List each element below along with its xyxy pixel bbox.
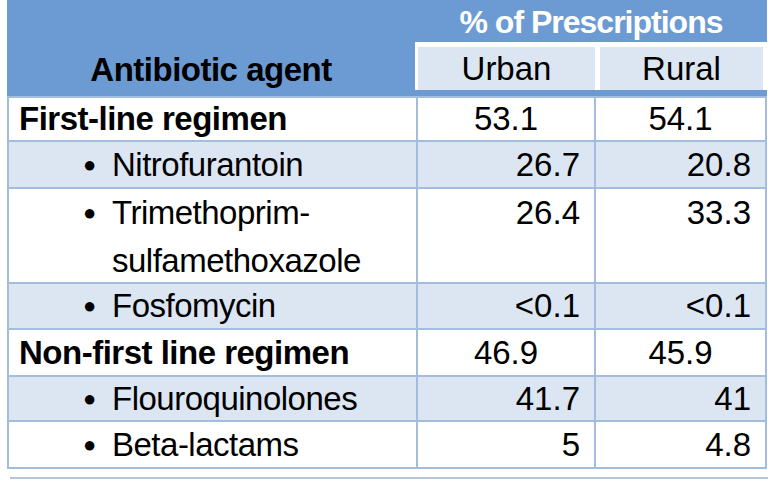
agent-cell: Trimethoprim-sulfamethoxazole bbox=[9, 189, 416, 282]
table-header: % of Prescriptions Antibiotic agent Urba… bbox=[7, 0, 767, 96]
agent-cell: Beta-lactams bbox=[9, 422, 416, 467]
urban-column-header: Urban bbox=[418, 47, 595, 90]
agent-cell: First-line regimen bbox=[9, 98, 416, 140]
agent-cell: Fosfomycin bbox=[9, 284, 416, 328]
rural-cell: <0.1 bbox=[594, 284, 765, 328]
value-column-headers: Urban Rural bbox=[415, 42, 767, 90]
urban-cell: 5 bbox=[416, 422, 594, 467]
table-body: First-line regimen 53.1 54.1 Nitrofurant… bbox=[7, 96, 767, 469]
table-row: Fosfomycin <0.1 <0.1 bbox=[9, 282, 765, 328]
column-group-title: % of Prescriptions bbox=[415, 0, 767, 45]
rural-cell: 45.9 bbox=[594, 330, 765, 375]
table-row: First-line regimen 53.1 54.1 bbox=[9, 96, 765, 140]
table-row: Beta-lactams 5 4.8 bbox=[9, 420, 765, 467]
rural-cell: 20.8 bbox=[594, 142, 765, 187]
rural-cell: 41 bbox=[594, 377, 765, 420]
agent-cell: Nitrofurantoin bbox=[9, 142, 416, 187]
rural-column-header: Rural bbox=[600, 47, 763, 90]
agent-cell: Flouroquinolones bbox=[9, 377, 416, 420]
table-row: Flouroquinolones 41.7 41 bbox=[9, 375, 765, 420]
rural-cell: 54.1 bbox=[594, 98, 765, 140]
agent-cell: Non-first line regimen bbox=[9, 330, 416, 375]
urban-cell: 26.4 bbox=[416, 189, 594, 282]
table-row: Non-first line regimen 46.9 45.9 bbox=[9, 328, 765, 375]
antibiotic-prescriptions-table: % of Prescriptions Antibiotic agent Urba… bbox=[7, 0, 767, 469]
urban-cell: 46.9 bbox=[416, 330, 594, 375]
urban-cell: 41.7 bbox=[416, 377, 594, 420]
table-row: Trimethoprim-sulfamethoxazole 26.4 33.3 bbox=[9, 187, 765, 282]
agent-column-header: Antibiotic agent bbox=[7, 45, 415, 95]
table-row: Nitrofurantoin 26.7 20.8 bbox=[9, 140, 765, 187]
prescriptions-table-page: % of Prescriptions Antibiotic agent Urba… bbox=[0, 0, 768, 479]
urban-cell: 26.7 bbox=[416, 142, 594, 187]
rural-cell: 4.8 bbox=[594, 422, 765, 467]
urban-cell: <0.1 bbox=[416, 284, 594, 328]
rural-cell: 33.3 bbox=[594, 189, 765, 282]
urban-cell: 53.1 bbox=[416, 98, 594, 140]
